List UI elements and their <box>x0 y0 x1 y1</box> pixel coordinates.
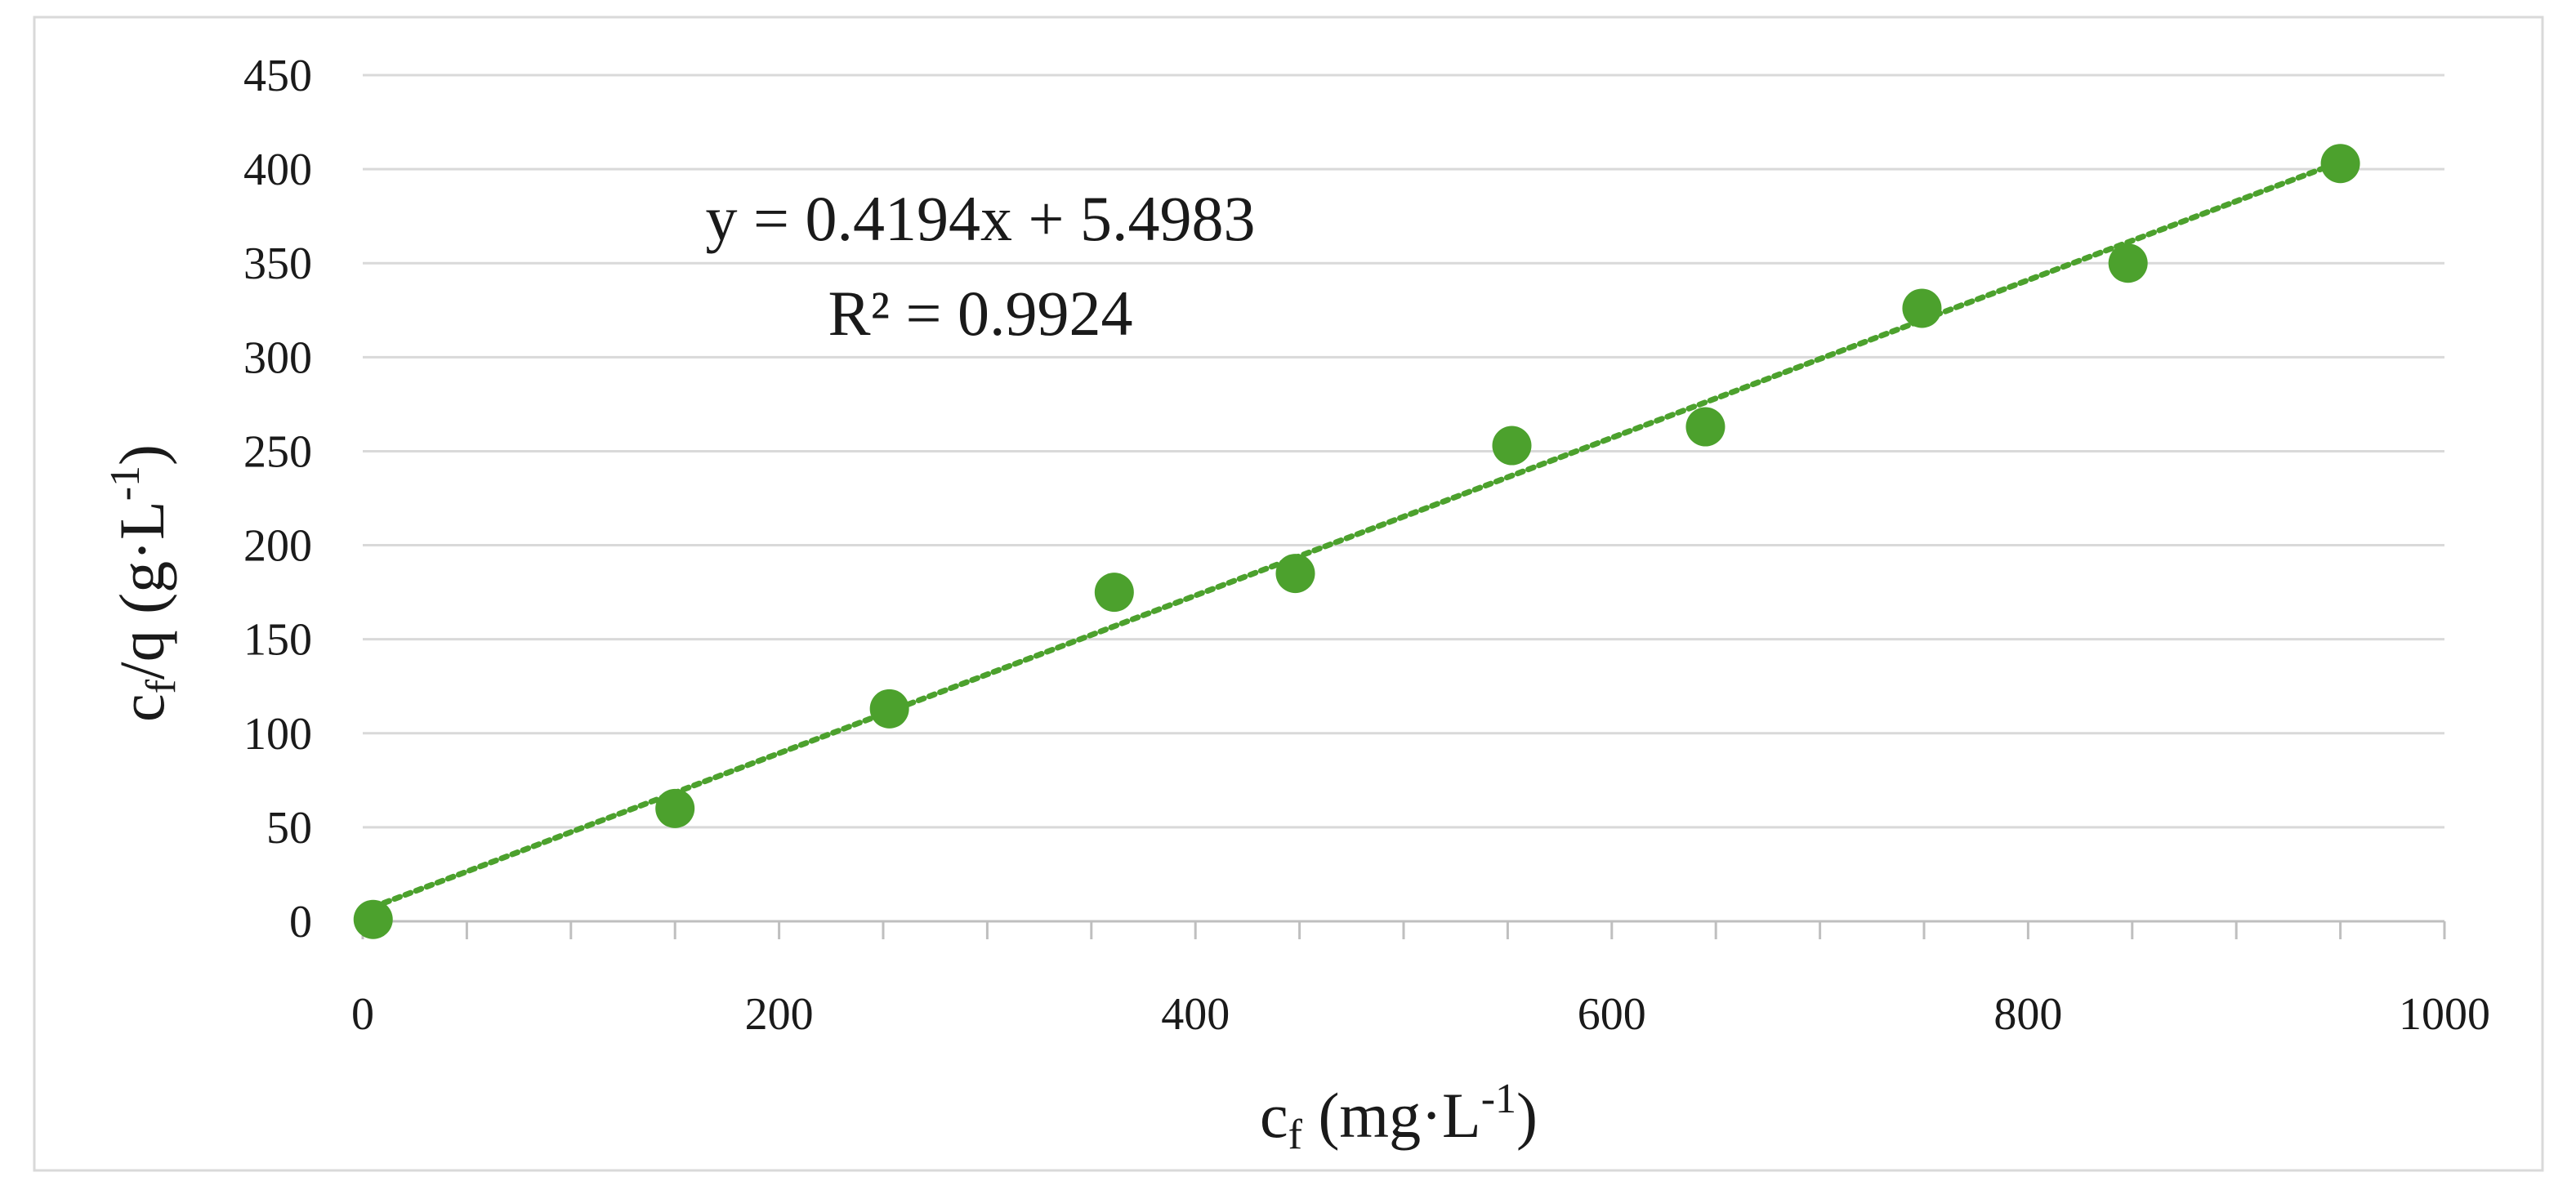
trendline-r-squared: R² = 0.9924 <box>828 278 1133 349</box>
chart-border <box>33 16 2544 1172</box>
y-tick-label: 100 <box>243 709 312 760</box>
trendline <box>370 158 2344 911</box>
y-axis-title-main: c <box>106 693 177 722</box>
data-point <box>1094 573 1134 613</box>
data-point <box>2320 144 2360 184</box>
y-tick-label: 350 <box>243 238 312 289</box>
data-point <box>1492 426 1532 466</box>
data-point <box>1275 554 1315 594</box>
x-axis-title-close: ) <box>1516 1080 1538 1151</box>
x-tick-label: 800 <box>1993 989 2062 1040</box>
data-point <box>869 689 909 729</box>
y-axis-title-superscript: -1 <box>102 466 149 501</box>
x-tick-label: 0 <box>351 989 374 1040</box>
axes <box>361 920 2446 939</box>
y-tick-label: 50 <box>266 803 312 854</box>
data-point <box>353 899 393 939</box>
trendline-layer <box>370 158 2344 911</box>
y-tick-label: 200 <box>243 521 312 572</box>
trendline-equation: y = 0.4194x + 5.4983 <box>706 183 1256 254</box>
y-axis-title-close: ) <box>106 444 177 466</box>
x-tick-label: 400 <box>1161 989 1230 1040</box>
y-axis-title-subscript: f <box>138 679 185 693</box>
data-point <box>2108 243 2148 283</box>
y-tick-label: 150 <box>243 615 312 666</box>
x-tick-label: 200 <box>745 989 814 1040</box>
x-axis-title-subscript: f <box>1288 1112 1303 1158</box>
y-tick-label: 250 <box>243 426 312 477</box>
y-axis-title: cf/q (g·L-1) <box>102 444 185 722</box>
x-axis-title-unit: (mg·L <box>1302 1080 1481 1151</box>
data-point <box>655 788 695 828</box>
gridlines <box>363 74 2444 829</box>
tick-labels: 0 50 100 150 200 250 300 350 400 450 0 200 400 600 800… <box>243 51 2490 1040</box>
x-tick-label: 1000 <box>2399 989 2490 1040</box>
y-tick-label: 400 <box>243 145 312 195</box>
data-points <box>353 144 2360 939</box>
x-axis-title-main: c <box>1260 1080 1288 1151</box>
x-axis-title-superscript: -1 <box>1481 1076 1516 1122</box>
data-point <box>1902 288 1942 328</box>
x-axis-title: cf (mg·L-1) <box>1260 1076 1538 1158</box>
y-axis-title-unit: /q (g·L <box>106 501 177 680</box>
data-point <box>1685 407 1726 447</box>
y-tick-label: 450 <box>243 51 312 101</box>
x-tick-label: 600 <box>1578 989 1646 1040</box>
y-tick-label: 0 <box>289 897 312 947</box>
y-tick-label: 300 <box>243 332 312 383</box>
